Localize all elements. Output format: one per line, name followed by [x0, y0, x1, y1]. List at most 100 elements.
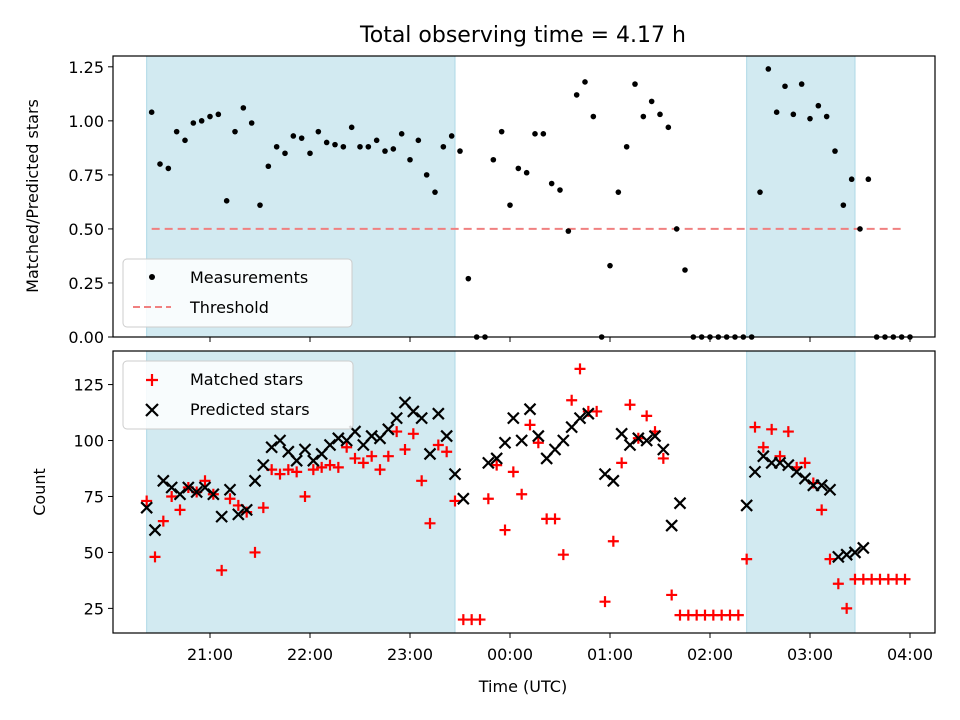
- legend-matched-label: Matched stars: [190, 370, 303, 389]
- matched-point: [641, 410, 653, 422]
- measurement-point: [390, 146, 397, 152]
- predicted-point: [790, 465, 803, 479]
- y-tick-label: 0.00: [68, 328, 104, 347]
- measurement-point: [798, 81, 805, 87]
- measurement-point: [815, 102, 822, 109]
- predicted-point: [223, 483, 237, 497]
- predicted-point: [657, 443, 670, 456]
- predicted-point: [848, 546, 862, 559]
- measurement-point: [765, 66, 772, 72]
- matched-point: [607, 535, 619, 547]
- predicted-point: [432, 407, 445, 420]
- measurement-point: [315, 128, 322, 135]
- predicted-point: [165, 481, 178, 494]
- predicted-point: [598, 467, 612, 481]
- predicted-point: [290, 454, 303, 467]
- matched-point: [282, 464, 294, 476]
- matched-point: [449, 495, 461, 507]
- matched-point: [799, 457, 811, 469]
- y-tick-label: 0.50: [68, 220, 104, 239]
- predicted-point: [148, 523, 162, 537]
- chart-title: Total observing time = 4.17 h: [359, 23, 686, 48]
- predicted-point: [623, 438, 637, 452]
- measurement-point: [457, 148, 463, 154]
- matched-point: [249, 546, 261, 558]
- matched-point: [424, 517, 436, 529]
- legend-predicted-marker: [145, 403, 159, 417]
- matched-point: [899, 573, 911, 585]
- predicted-point: [648, 429, 662, 443]
- legend-threshold-label: Threshold: [189, 298, 269, 317]
- measurement-point: [265, 163, 272, 170]
- matched-point: [816, 504, 828, 516]
- y-tick-label: 0.75: [68, 166, 104, 185]
- measurement-point: [465, 275, 472, 282]
- measurement-point: [232, 128, 238, 135]
- predicted-point: [607, 474, 620, 488]
- measurement-point: [340, 143, 347, 150]
- measurement-point: [240, 105, 247, 111]
- legend-box: [122, 258, 353, 328]
- measurement-point: [840, 202, 847, 208]
- matched-point: [782, 426, 794, 438]
- x-tick-label: 21:00: [187, 645, 233, 664]
- y-tick-label: 1.25: [68, 58, 104, 77]
- measurement-point: [523, 169, 530, 176]
- y-tick-label: 125: [73, 376, 104, 395]
- matched-point: [291, 466, 303, 478]
- measurement-point: [532, 131, 538, 137]
- predicted-point: [490, 452, 503, 465]
- matched-point: [274, 468, 286, 480]
- measurement-point: [373, 137, 380, 144]
- measurement-point: [207, 113, 213, 120]
- y-tick-label: 0.25: [68, 274, 104, 293]
- measurement-point: [632, 81, 638, 87]
- predicted-point: [507, 411, 520, 425]
- matched-point: [491, 459, 503, 471]
- measurement-point: [273, 143, 280, 150]
- predicted-point: [248, 474, 262, 488]
- predicted-point: [665, 519, 678, 532]
- y-tick-label: 25: [84, 599, 104, 618]
- predicted-point: [798, 472, 812, 485]
- y-axis-ticks: 0.00 0.25 0.50 0.75 1.00 1.25: [68, 58, 113, 347]
- measurement-point: [298, 135, 305, 141]
- predicted-point: [615, 427, 628, 441]
- measurement-point: [423, 172, 430, 178]
- predicted-point: [257, 458, 270, 472]
- x-tick-label: 22:00: [287, 645, 333, 664]
- matched-point: [474, 614, 486, 626]
- matched-point: [399, 443, 411, 455]
- matched-point: [574, 363, 586, 375]
- predicted-point: [207, 487, 220, 501]
- measurement-point: [257, 202, 263, 208]
- predicted-point: [215, 510, 228, 523]
- predicted-point: [140, 501, 153, 514]
- predicted-point: [582, 407, 595, 420]
- matched-point: [324, 459, 336, 471]
- measurement-point: [190, 120, 197, 126]
- x-tick-label: 01:00: [587, 645, 633, 664]
- matched-point: [316, 461, 328, 473]
- measurement-point: [407, 156, 413, 163]
- measurement-point: [773, 109, 780, 115]
- measurement-point: [823, 113, 830, 120]
- matched-point: [499, 524, 511, 536]
- x-tick-label: 03:00: [787, 645, 833, 664]
- measurement-point: [165, 165, 172, 172]
- predicted-point: [173, 487, 187, 501]
- matched-point: [199, 475, 211, 487]
- matched-point: [557, 549, 569, 561]
- measurement-point: [223, 198, 230, 204]
- matched-point: [774, 450, 786, 462]
- measurement-point: [673, 226, 680, 232]
- legend-predicted-label: Predicted stars: [190, 400, 310, 419]
- matched-point: [407, 428, 419, 440]
- predicted-point: [273, 434, 287, 447]
- measurement-point: [398, 131, 405, 137]
- shade-band-1: [746, 350, 856, 634]
- measurement-point: [365, 143, 372, 150]
- matched-point: [349, 452, 361, 464]
- matched-point: [299, 490, 311, 502]
- measurement-point: [282, 150, 288, 157]
